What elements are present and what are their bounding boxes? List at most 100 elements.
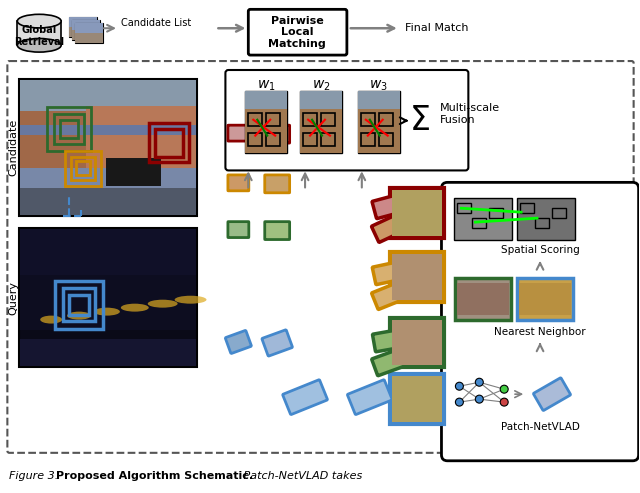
FancyBboxPatch shape [442,182,639,461]
Bar [361,113,375,126]
Bar [75,33,103,43]
FancyBboxPatch shape [348,380,392,415]
Text: $\Sigma$: $\Sigma$ [409,104,430,137]
Text: $w_2$: $w_2$ [312,79,330,93]
Bar [248,133,262,145]
Bar [54,114,84,143]
Bar [489,208,503,218]
Text: Candidate: Candidate [8,119,19,176]
Bar [69,295,89,315]
Bar [300,109,342,152]
FancyBboxPatch shape [372,261,405,284]
FancyBboxPatch shape [265,125,290,143]
FancyBboxPatch shape [245,91,287,152]
FancyBboxPatch shape [372,214,406,242]
Bar [72,30,100,40]
Ellipse shape [67,312,91,319]
Bar [155,129,182,156]
Ellipse shape [175,296,207,304]
Bar [392,254,442,300]
FancyBboxPatch shape [372,349,406,376]
Circle shape [476,378,483,386]
Bar [454,198,512,240]
Bar [47,107,91,150]
Circle shape [456,382,463,390]
Text: Final Match: Final Match [404,23,468,33]
Ellipse shape [148,300,178,308]
Bar [20,80,196,125]
FancyBboxPatch shape [517,278,573,319]
FancyBboxPatch shape [372,282,406,309]
Ellipse shape [121,304,148,312]
FancyBboxPatch shape [265,175,290,193]
Bar [19,228,196,367]
Bar [517,198,575,240]
Bar [20,111,90,215]
Text: Nearest Neighbor: Nearest Neighbor [494,326,586,337]
Bar [69,17,97,27]
Bar [358,91,399,111]
Bar [71,156,95,180]
Text: Figure 3.: Figure 3. [10,471,66,481]
FancyBboxPatch shape [262,330,292,356]
Bar [245,91,287,111]
Bar [392,376,442,422]
Ellipse shape [40,316,62,323]
Text: Query: Query [8,281,19,315]
Bar [148,123,189,163]
Bar [321,133,335,145]
FancyBboxPatch shape [372,329,405,352]
Bar [300,91,342,111]
Ellipse shape [94,308,120,316]
Text: Patch-NetVLAD takes: Patch-NetVLAD takes [241,471,363,481]
FancyBboxPatch shape [456,278,511,319]
FancyBboxPatch shape [228,175,249,191]
Bar [65,150,101,186]
Bar [19,79,196,216]
Bar [321,113,335,126]
Bar [20,169,196,188]
Bar [20,125,196,135]
Ellipse shape [17,14,61,28]
FancyBboxPatch shape [225,330,252,353]
Text: Spatial Scoring: Spatial Scoring [500,245,579,255]
Bar [69,27,97,37]
Bar [358,109,399,152]
Bar [266,113,280,126]
Bar [55,281,103,328]
Text: Candidate List: Candidate List [121,18,191,28]
Bar [60,120,78,138]
Bar [552,208,566,218]
Circle shape [476,395,483,403]
FancyBboxPatch shape [265,222,290,240]
Bar [379,133,393,145]
Bar [361,133,375,145]
FancyBboxPatch shape [228,125,249,141]
Bar [520,203,534,213]
Circle shape [456,398,463,406]
Bar [519,283,571,315]
FancyBboxPatch shape [8,61,634,453]
Bar [472,218,486,228]
Bar [266,133,280,145]
Bar [245,109,287,152]
Bar [458,283,509,315]
Bar [20,340,196,366]
Bar [535,218,549,228]
FancyBboxPatch shape [358,91,399,152]
Text: $w_3$: $w_3$ [369,79,388,93]
FancyBboxPatch shape [72,20,100,40]
Bar [17,21,61,45]
Bar [20,229,196,279]
Text: Global
Retrieval: Global Retrieval [14,26,64,47]
Bar [75,23,103,33]
Bar [86,106,196,215]
Text: Patch-NetVLAD: Patch-NetVLAD [500,422,579,432]
Text: Pairwise
Local
Matching: Pairwise Local Matching [268,16,326,49]
Bar [303,133,317,145]
Bar [72,20,100,30]
FancyBboxPatch shape [390,252,444,302]
FancyBboxPatch shape [390,317,444,367]
FancyBboxPatch shape [390,188,444,238]
FancyBboxPatch shape [228,222,249,238]
